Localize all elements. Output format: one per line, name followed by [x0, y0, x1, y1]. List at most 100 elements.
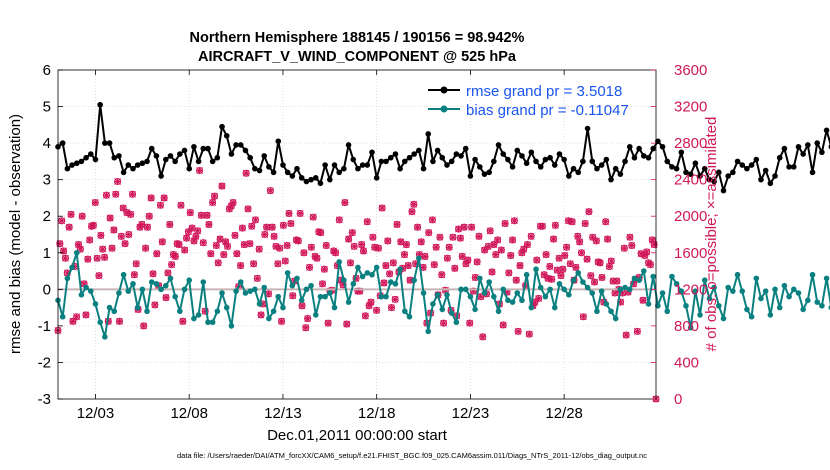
obs-assimilated-marker: [121, 240, 129, 248]
rmse-point: [200, 145, 207, 152]
obs-assimilated-marker: [332, 249, 339, 257]
rmse-point: [416, 147, 422, 154]
obs-assimilated-marker: [501, 220, 509, 227]
obs-assimilated-marker: [224, 242, 231, 250]
bias-point: [509, 299, 516, 305]
obs-assimilated-marker: [302, 324, 310, 332]
rmse-point: [687, 171, 694, 177]
obs-assimilated-marker: [388, 304, 395, 311]
obs-assimilated-marker: [347, 259, 354, 267]
rmse-point: [514, 147, 521, 154]
bias-point: [786, 293, 792, 300]
obs-assimilated-marker: [168, 261, 176, 269]
rmse-point: [692, 160, 699, 167]
obs-assimilated-marker: [596, 259, 604, 267]
bias-point: [73, 249, 80, 256]
obs-assimilated-marker: [490, 241, 498, 248]
rmse-point: [566, 173, 572, 179]
obs-assimilated-marker: [486, 227, 494, 235]
bias-point: [383, 293, 389, 300]
x-tick-label: 12/28: [545, 405, 583, 422]
rmse-point: [270, 169, 277, 176]
bias-point: [252, 286, 258, 293]
bias-point: [228, 323, 235, 329]
bias-point: [350, 281, 357, 287]
bias-point: [533, 266, 539, 273]
bias-point: [523, 271, 530, 278]
obs-assimilated-marker: [252, 216, 259, 224]
rmse-point: [92, 156, 99, 163]
obs-assimilated-marker: [153, 250, 161, 258]
y-right-tick-label: 3600: [674, 62, 707, 79]
obs-assimilated-marker: [544, 274, 552, 282]
obs-assimilated-marker: [538, 222, 546, 230]
bias-point: [355, 264, 361, 271]
obs-assimilated-marker: [406, 276, 414, 284]
obs-assimilated-marker: [525, 330, 533, 338]
bias-point: [720, 315, 727, 322]
obs-assimilated-marker: [557, 272, 565, 280]
obs-assimilated-marker: [324, 319, 332, 327]
obs-assimilated-marker: [298, 302, 306, 310]
x-tick-label: 12/23: [452, 405, 490, 422]
obs-assimilated-marker: [460, 223, 468, 231]
rmse-point: [125, 162, 132, 168]
rmse-point: [411, 151, 417, 157]
chart-title-line2: AIRCRAFT_V_WIND_COMPONENT @ 525 hPa: [198, 49, 517, 65]
rmse-point: [551, 162, 558, 168]
bias-point: [692, 288, 699, 294]
rmse-point: [598, 162, 605, 168]
rmse-point: [406, 154, 413, 161]
bias-point: [664, 308, 671, 315]
bias-point: [270, 308, 277, 315]
obs-assimilated-marker: [356, 287, 364, 295]
rmse-point: [289, 173, 296, 179]
obs-assimilated-marker: [307, 243, 315, 251]
obs-assimilated-marker: [503, 288, 511, 296]
bias-point: [144, 308, 150, 315]
legend-rmse-label: rmse grand pr = 3.5018: [466, 83, 622, 100]
rmse-point: [209, 158, 216, 165]
bias-point: [678, 288, 685, 294]
bias-point: [284, 270, 291, 276]
obs-assimilated-marker: [339, 281, 347, 289]
rmse-point: [730, 169, 736, 176]
obs-assimilated-marker: [110, 226, 118, 234]
rmse-point: [486, 169, 492, 176]
rmse-point: [762, 167, 769, 174]
obs-assimilated-marker: [149, 270, 157, 278]
rmse-point: [570, 165, 577, 172]
obs-assimilated-marker: [129, 190, 136, 198]
obs-assimilated-marker: [520, 245, 528, 253]
rmse-point: [275, 138, 282, 145]
obs-assimilated-marker: [578, 249, 585, 257]
obs-assimilated-marker: [624, 288, 632, 296]
bias-point: [631, 275, 638, 282]
bias-point: [378, 293, 385, 300]
y-axis-label-right: # of obs: o=possible; ×=assimilated: [703, 117, 720, 352]
rmse-point: [790, 164, 797, 170]
obs-assimilated-marker: [373, 306, 380, 314]
obs-assimilated-marker: [620, 244, 628, 252]
obs-assimilated-marker: [280, 221, 287, 229]
obs-assimilated-marker: [289, 292, 297, 300]
rmse-point: [284, 169, 291, 176]
rmse-point: [725, 173, 731, 179]
bias-point: [753, 275, 760, 282]
rmse-point: [523, 160, 530, 167]
obs-assimilated-marker: [196, 167, 203, 174]
legend-bias-label: bias grand pr = -0.11047: [466, 102, 629, 119]
obs-assimilated-marker: [88, 222, 95, 230]
obs-assimilated-marker: [555, 254, 563, 262]
obs-assimilated-marker: [647, 261, 654, 269]
obs-assimilated-marker: [160, 194, 168, 202]
obs-assimilated-marker: [563, 243, 570, 251]
obs-assimilated-marker: [499, 321, 507, 329]
rmse-point: [247, 154, 253, 161]
bias-point: [303, 286, 310, 293]
obs-assimilated-marker: [380, 279, 388, 287]
bias-point: [556, 281, 563, 287]
obs-assimilated-marker: [229, 199, 237, 206]
obs-assimilated-marker: [576, 238, 584, 246]
rmse-point: [805, 142, 811, 148]
